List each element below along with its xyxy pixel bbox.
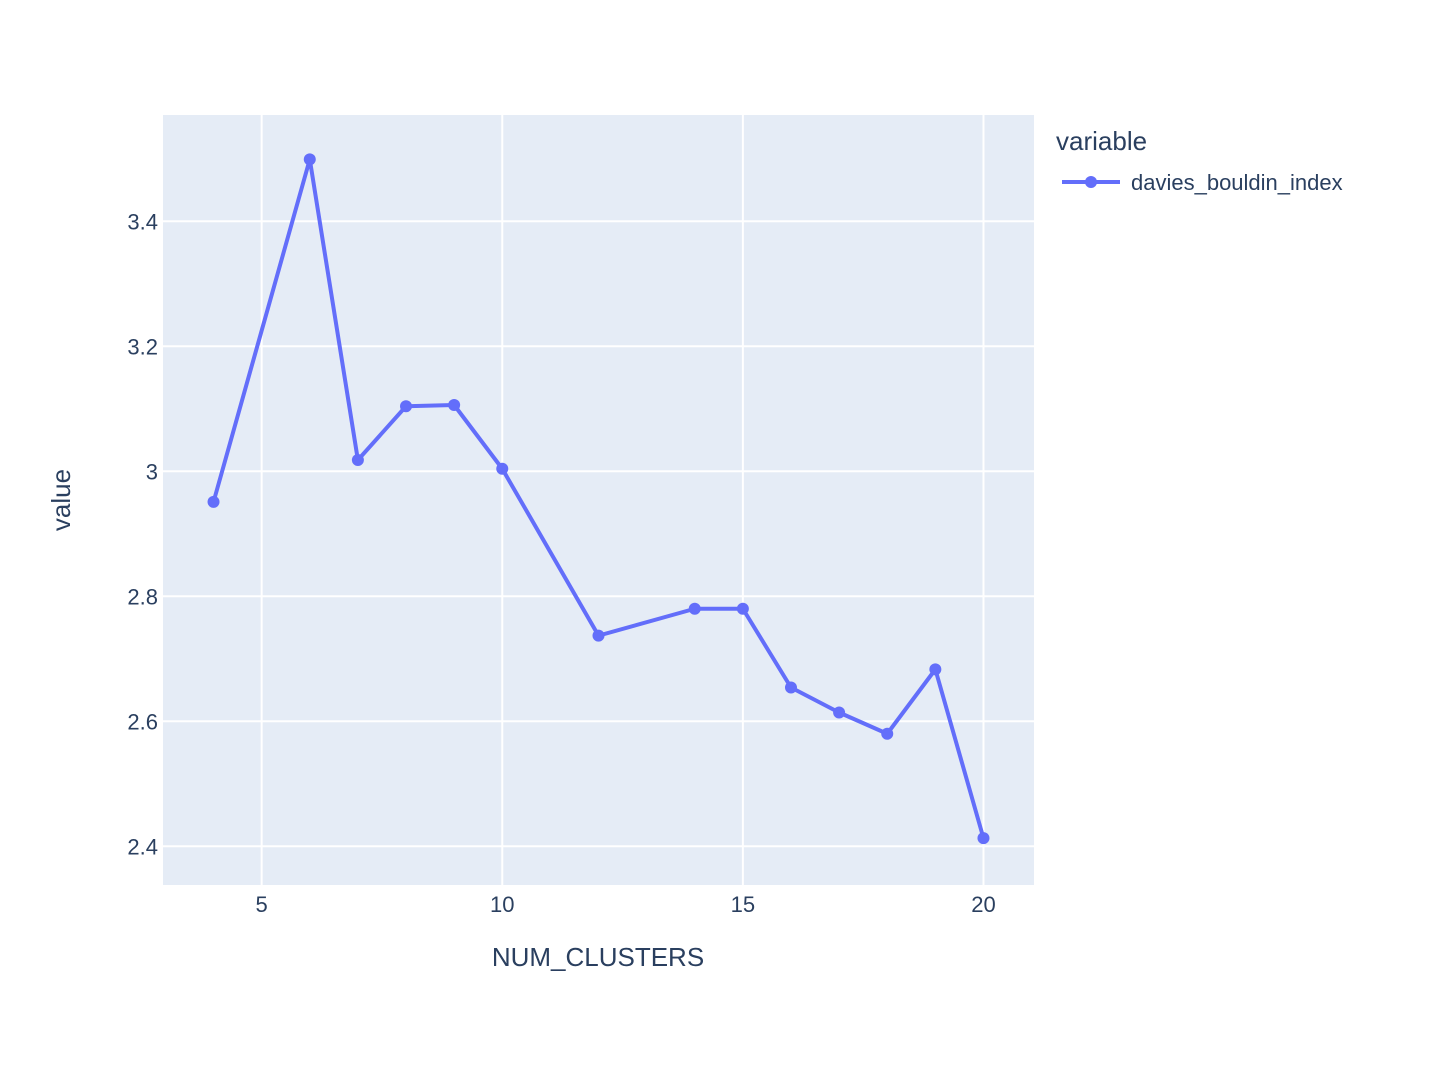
data-point[interactable] <box>784 681 797 694</box>
grid-lines <box>163 115 1034 885</box>
data-point[interactable] <box>400 400 413 413</box>
data-point[interactable] <box>881 727 894 740</box>
data-point[interactable] <box>688 602 701 615</box>
y-tick-label: 2.8 <box>127 584 158 609</box>
x-axis-ticks: 5 10 15 20 <box>256 892 996 917</box>
data-point[interactable] <box>207 495 220 508</box>
x-tick-label: 5 <box>256 892 268 917</box>
y-tick-label: 2.4 <box>127 834 158 859</box>
data-point[interactable] <box>496 462 509 475</box>
data-point[interactable] <box>833 706 846 719</box>
legend-title: variable <box>1056 126 1147 156</box>
data-point[interactable] <box>303 153 316 166</box>
data-point[interactable] <box>736 602 749 615</box>
y-axis-title: value <box>46 469 76 531</box>
data-point[interactable] <box>929 663 942 676</box>
x-axis-title: NUM_CLUSTERS <box>492 942 704 972</box>
y-tick-label: 3.4 <box>127 209 158 234</box>
legend-entry-label[interactable]: davies_bouldin_index <box>1131 170 1343 195</box>
legend[interactable]: variable davies_bouldin_index <box>1056 126 1343 195</box>
series-line <box>211 157 986 841</box>
y-tick-label: 3.2 <box>127 334 158 359</box>
data-point[interactable] <box>351 454 364 466</box>
x-tick-label: 15 <box>731 892 755 917</box>
x-tick-label: 10 <box>490 892 514 917</box>
y-tick-label: 2.6 <box>127 709 158 734</box>
data-point[interactable] <box>977 832 990 845</box>
series-layer <box>207 153 990 845</box>
y-tick-label: 3 <box>146 459 158 484</box>
y-axis-ticks: 2.4 2.6 2.8 3 3.2 3.4 <box>127 209 158 859</box>
legend-marker-swatch <box>1085 176 1097 188</box>
plot-background <box>163 115 1034 885</box>
legend-items: davies_bouldin_index <box>1062 170 1343 195</box>
data-point[interactable] <box>448 399 461 411</box>
x-tick-label: 20 <box>971 892 995 917</box>
data-point[interactable] <box>592 629 605 642</box>
